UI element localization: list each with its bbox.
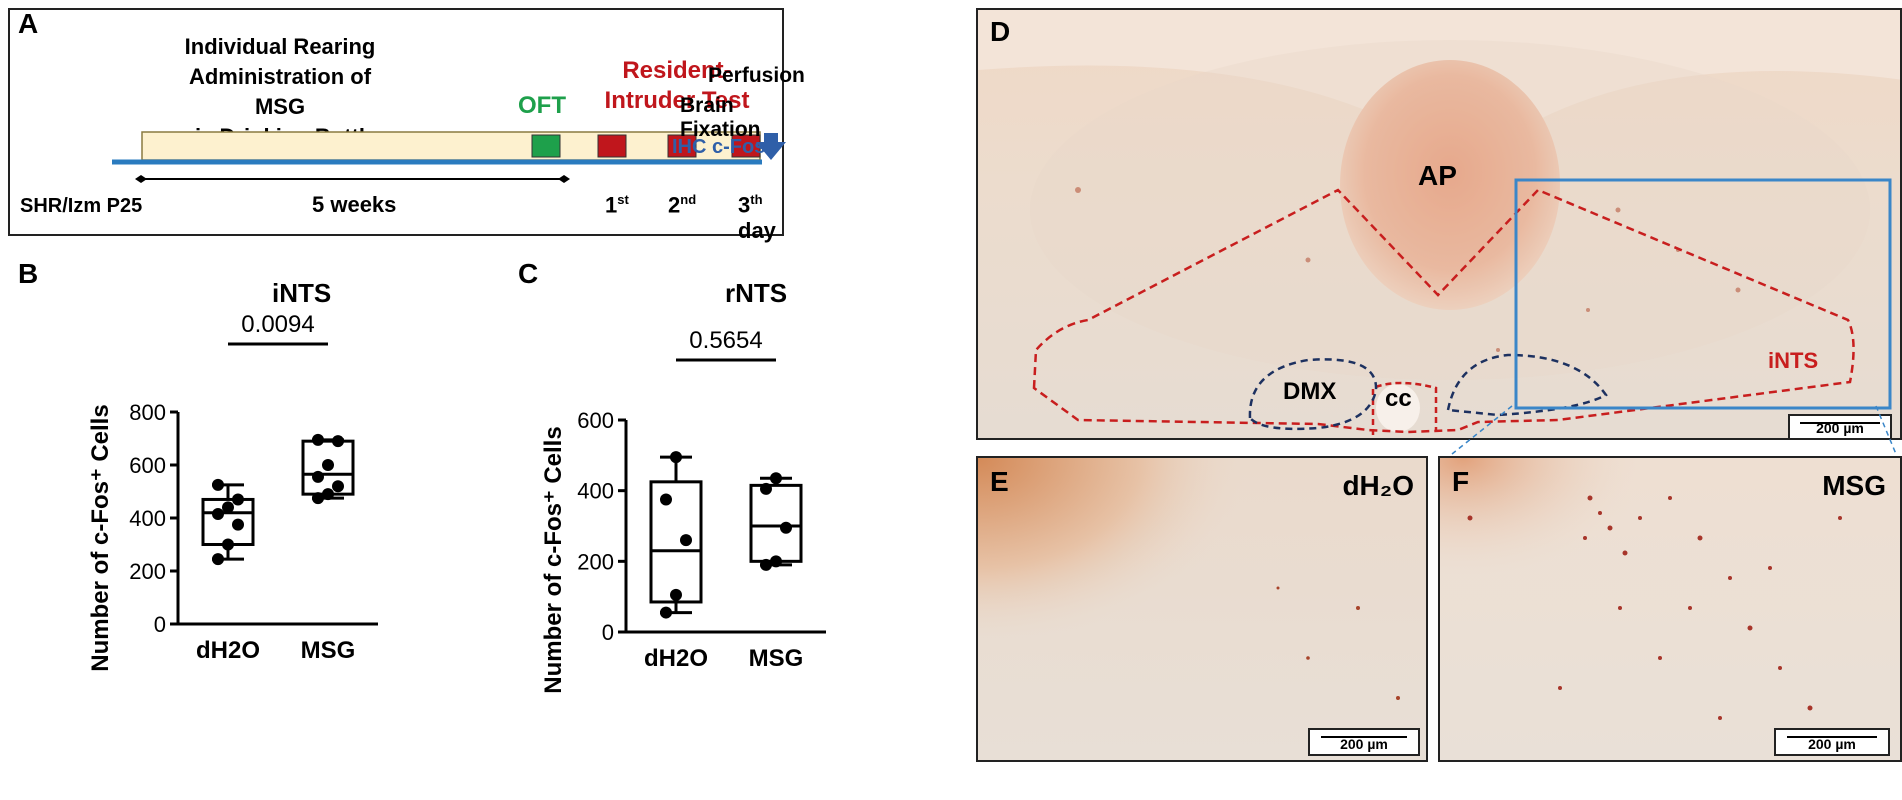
p-value: 0.5654 <box>689 327 762 354</box>
y-tick-label: 400 <box>129 506 166 531</box>
micrograph-f: F MSG 200 µm <box>1438 456 1902 762</box>
panel-b-title: iNTS <box>272 278 332 308</box>
y-tick-label: 0 <box>154 612 166 637</box>
data-point <box>332 480 344 493</box>
data-point <box>312 492 324 505</box>
data-point <box>222 538 234 551</box>
cc-outline <box>1371 381 1438 435</box>
micrograph-d-image <box>978 10 1900 435</box>
data-point <box>670 451 682 464</box>
label-dh2o: dH₂O <box>1342 470 1414 501</box>
box-iqr <box>649 480 703 604</box>
y-tick-label: 600 <box>129 453 166 478</box>
zoom-connectors <box>1451 405 1897 455</box>
day-3-label: 3th day <box>738 192 776 244</box>
box-iqr <box>749 483 803 563</box>
data-point <box>332 435 344 448</box>
panel-b-letter: B <box>18 258 39 289</box>
day-1-label: 1st <box>605 192 629 218</box>
x-tick-label: MSG <box>301 637 356 664</box>
data-point <box>770 472 782 485</box>
chart-rNTS: 0 200 400 600 dH2O MSG 0.5654 <box>577 327 826 672</box>
data-point <box>312 470 324 483</box>
data-point <box>322 459 334 471</box>
data-point <box>312 433 324 446</box>
perfusion-line-1: Perfusion <box>708 64 805 87</box>
p-value: 0.0094 <box>241 311 314 338</box>
data-point <box>212 478 224 491</box>
chart-inTS: 0 200 400 600 800 dH2O MSG 0.0094 <box>129 311 378 664</box>
data-point <box>760 558 772 571</box>
start-label: SHR/Izm P25 <box>20 195 143 217</box>
micrograph-d: D AP DMX cc iNTS 200 µm <box>976 8 1902 440</box>
label-dmx: DMX <box>1283 378 1337 405</box>
y-tick-label: 200 <box>129 559 166 584</box>
x-tick-label: dH2O <box>644 645 708 672</box>
data-point <box>222 501 234 514</box>
data-point <box>780 521 792 534</box>
panel-c-letter: C <box>518 258 539 289</box>
panel-a: A Individual Rearing Administration of M… <box>0 0 805 243</box>
micrograph-e-image <box>978 458 1426 760</box>
data-point <box>212 508 224 521</box>
panel-e-letter: E <box>990 466 1009 497</box>
resident-text: Resident- Intruder Test <box>582 56 772 116</box>
panel-a-letter: A <box>18 8 39 39</box>
scale-bar-e: 200 µm <box>1308 728 1420 756</box>
rearing-line-1: Individual Rearing <box>184 34 376 59</box>
data-point <box>680 534 692 547</box>
data-point <box>212 553 224 566</box>
micrograph-e: E dH₂O 200 µm <box>976 456 1428 762</box>
resident-line-2: Intruder Test <box>604 87 750 114</box>
oft-box <box>531 134 561 158</box>
panel-c-ylabel: Number of c-Fos⁺ Cells <box>540 426 567 694</box>
label-msg: MSG <box>1822 470 1886 501</box>
test-box-2 <box>667 134 697 158</box>
y-tick-label: 600 <box>577 408 614 433</box>
y-tick-label: 0 <box>602 620 614 645</box>
panel-a-frame <box>8 8 784 236</box>
panel-b-ylabel: Number of c-Fos⁺ Cells <box>87 404 114 672</box>
data-point <box>660 493 672 506</box>
micrograph-f-image <box>1440 458 1900 760</box>
oft-label: OFT <box>518 92 566 119</box>
data-point <box>770 555 782 568</box>
x-tick-label: MSG <box>749 645 804 672</box>
scale-bar-d: 200 µm <box>1788 414 1892 438</box>
rearing-bar <box>141 131 761 161</box>
day-2-label: 2nd <box>668 192 697 218</box>
data-point <box>670 588 682 601</box>
zoom-box <box>1514 178 1892 410</box>
perfusion-line-2: Brain Fixation <box>680 94 761 141</box>
panel-d-letter: D <box>990 16 1011 47</box>
duration-label: 5 weeks <box>312 192 397 217</box>
panel-c-title: rNTS <box>725 278 788 308</box>
rearing-line-2: Administration of MSG <box>188 64 372 119</box>
perfusion-arrow-icon <box>756 133 786 160</box>
label-ap: AP <box>1418 160 1457 191</box>
data-point <box>232 493 244 506</box>
data-point <box>660 606 672 619</box>
duration-diamond-left <box>135 175 147 183</box>
ints-outline <box>1032 188 1855 434</box>
y-tick-label: 400 <box>577 479 614 504</box>
test-box-1 <box>597 134 627 158</box>
scale-bar-f: 200 µm <box>1774 728 1890 756</box>
y-tick-label: 200 <box>577 549 614 574</box>
data-point <box>322 488 334 501</box>
y-tick-label: 800 <box>129 400 166 425</box>
data-point <box>232 518 244 531</box>
label-cc: cc <box>1385 385 1412 412</box>
data-point <box>760 482 772 495</box>
timeline-diagram <box>112 131 786 183</box>
resident-line-1: Resident- <box>622 57 732 84</box>
label-ints: iNTS <box>1768 348 1819 373</box>
duration-diamond-right <box>558 175 570 183</box>
panel-f-letter: F <box>1452 466 1470 497</box>
ihc-label: IHC c-Fos <box>672 136 766 158</box>
x-tick-label: dH2O <box>196 637 260 664</box>
